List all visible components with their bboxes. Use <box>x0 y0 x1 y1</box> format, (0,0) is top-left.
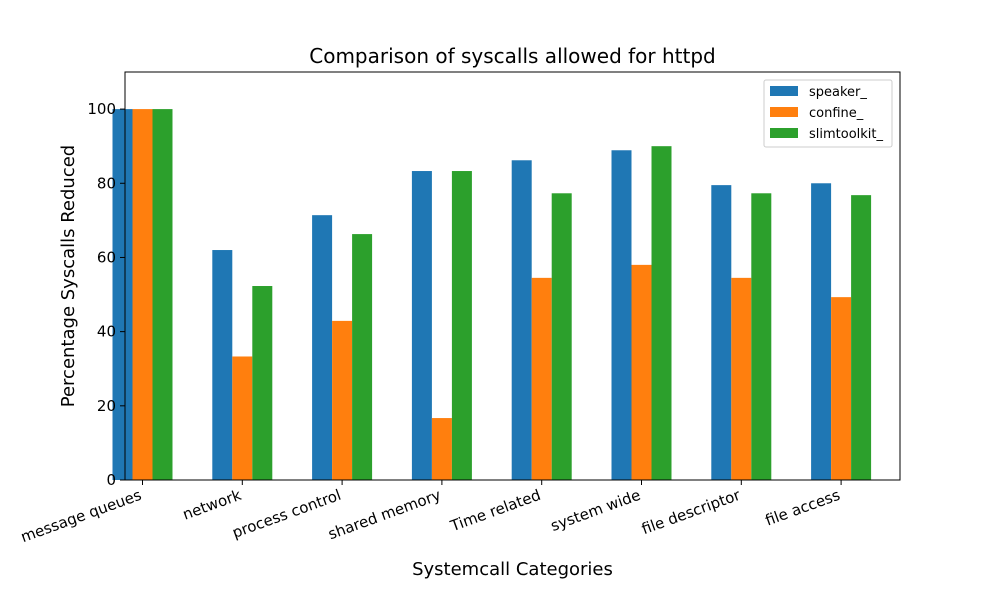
y-axis-ticks: 0 20 40 60 80 100 <box>87 100 125 489</box>
bar-confine-7 <box>831 297 852 480</box>
bar-slimtoolkit-7 <box>851 195 872 480</box>
bar-speaker-5 <box>611 150 632 480</box>
legend-swatch <box>770 128 798 138</box>
x-tick-label: process control <box>230 486 344 542</box>
bar-slimtoolkit-4 <box>551 193 572 480</box>
legend-swatch <box>770 107 798 117</box>
bar-confine-6 <box>731 277 752 480</box>
x-tick-label: system wide <box>548 486 643 535</box>
bar-slimtoolkit-2 <box>352 234 373 480</box>
bar-slimtoolkit-0 <box>152 109 173 480</box>
x-tick-label: shared memory <box>326 486 444 544</box>
y-tick-label: 80 <box>97 174 116 192</box>
legend: speaker_ confine_ slimtoolkit_ <box>763 79 893 148</box>
bar-speaker-0 <box>112 109 133 480</box>
bar-speaker-2 <box>312 215 333 481</box>
bar-confine-2 <box>332 320 353 480</box>
x-axis-label: Systemcall Categories <box>412 559 613 580</box>
bars-layer <box>112 109 872 481</box>
y-tick-label: 40 <box>97 323 116 341</box>
bar-confine-3 <box>431 418 452 480</box>
bar-confine-4 <box>531 277 552 480</box>
bar-confine-0 <box>132 109 153 480</box>
y-tick-label: 60 <box>97 248 116 266</box>
x-tick-label: Time related <box>447 486 543 536</box>
y-tick-label: 20 <box>97 397 116 415</box>
bar-speaker-7 <box>811 183 832 481</box>
bar-slimtoolkit-1 <box>252 286 273 480</box>
bar-speaker-1 <box>212 250 233 480</box>
legend-label: confine_ <box>809 106 864 121</box>
bar-slimtoolkit-3 <box>451 171 472 481</box>
bar-speaker-6 <box>711 185 732 481</box>
x-tick-label: network <box>180 486 244 524</box>
x-tick-label: file access <box>763 486 843 530</box>
x-tick-label: file descriptor <box>639 486 743 539</box>
legend-label: speaker_ <box>809 85 867 100</box>
bar-speaker-3 <box>411 171 432 481</box>
bar-speaker-4 <box>511 160 532 480</box>
bar-confine-5 <box>631 264 652 480</box>
legend-label: slimtoolkit_ <box>809 127 884 142</box>
plot-frame <box>124 71 901 481</box>
legend-swatch <box>770 86 798 96</box>
chart-title: Comparison of syscalls allowed for httpd <box>309 44 715 68</box>
x-tick-label: message queues <box>18 486 144 546</box>
y-tick-label: 0 <box>106 471 116 489</box>
bar-slimtoolkit-6 <box>751 193 772 480</box>
bar-slimtoolkit-5 <box>651 146 672 480</box>
bar-confine-1 <box>232 356 253 480</box>
y-axis-label: Percentage Syscalls Reduced <box>58 145 79 407</box>
y-tick-label: 100 <box>87 100 116 118</box>
